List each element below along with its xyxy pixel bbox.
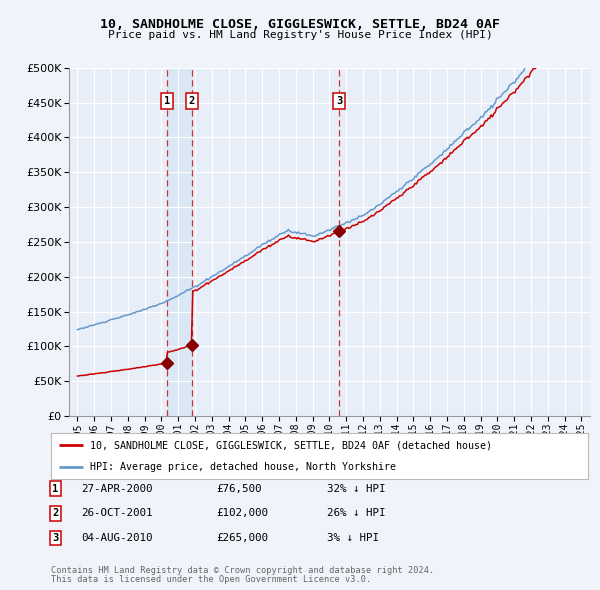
Text: 2: 2 — [52, 509, 58, 518]
Text: 3% ↓ HPI: 3% ↓ HPI — [327, 533, 379, 543]
Text: £265,000: £265,000 — [216, 533, 268, 543]
Bar — [167, 68, 192, 416]
Text: 2: 2 — [189, 96, 195, 106]
Text: Price paid vs. HM Land Registry's House Price Index (HPI): Price paid vs. HM Land Registry's House … — [107, 30, 493, 40]
Text: Contains HM Land Registry data © Crown copyright and database right 2024.: Contains HM Land Registry data © Crown c… — [51, 566, 434, 575]
Text: 27-APR-2000: 27-APR-2000 — [81, 484, 152, 493]
Text: 3: 3 — [336, 96, 343, 106]
Text: £76,500: £76,500 — [216, 484, 262, 493]
Text: £102,000: £102,000 — [216, 509, 268, 518]
Text: 1: 1 — [164, 96, 170, 106]
Text: 1: 1 — [52, 484, 58, 493]
Text: 04-AUG-2010: 04-AUG-2010 — [81, 533, 152, 543]
Text: 26-OCT-2001: 26-OCT-2001 — [81, 509, 152, 518]
Text: 10, SANDHOLME CLOSE, GIGGLESWICK, SETTLE, BD24 0AF: 10, SANDHOLME CLOSE, GIGGLESWICK, SETTLE… — [100, 18, 500, 31]
Text: 10, SANDHOLME CLOSE, GIGGLESWICK, SETTLE, BD24 0AF (detached house): 10, SANDHOLME CLOSE, GIGGLESWICK, SETTLE… — [89, 440, 491, 450]
Text: 26% ↓ HPI: 26% ↓ HPI — [327, 509, 386, 518]
Text: This data is licensed under the Open Government Licence v3.0.: This data is licensed under the Open Gov… — [51, 575, 371, 584]
Text: 3: 3 — [52, 533, 58, 543]
Text: 32% ↓ HPI: 32% ↓ HPI — [327, 484, 386, 493]
Text: HPI: Average price, detached house, North Yorkshire: HPI: Average price, detached house, Nort… — [89, 462, 395, 472]
